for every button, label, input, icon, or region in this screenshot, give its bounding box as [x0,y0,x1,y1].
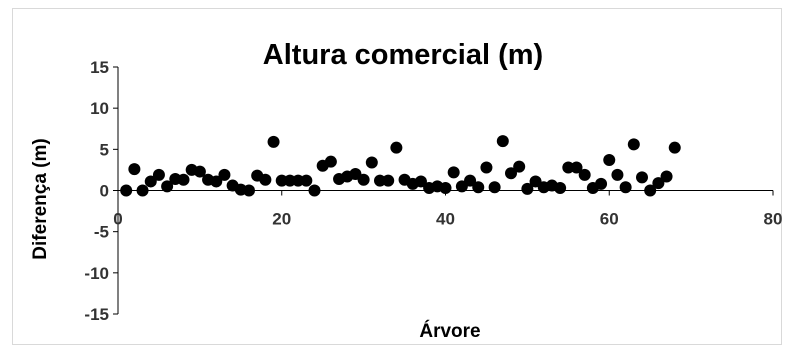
data-point [668,141,681,154]
data-point [636,171,648,184]
data-point [464,174,477,187]
data-point [570,161,583,174]
data-point [382,174,395,187]
y-tick-label: 10 [90,99,109,118]
data-point [644,184,657,197]
data-point [627,138,640,151]
data-point [161,180,174,193]
data-point [120,184,133,197]
data-point [144,175,157,188]
data-point [447,166,460,179]
data-point [218,168,231,181]
y-axis-title: Diferença (m) [30,138,51,259]
data-point [513,160,526,173]
data-point [390,141,403,154]
chart-title: Altura comercial (m) [263,39,543,71]
x-tick-label: 80 [764,210,783,229]
data-point [136,184,149,197]
chart-frame: Altura comercial (m) Diferença (m) Árvor… [12,8,782,345]
x-axis-title: Árvore [419,320,480,342]
data-point [611,168,624,181]
y-tick-label: -15 [84,305,109,324]
y-tick-label: -10 [84,264,109,283]
data-point [619,181,632,194]
data-point [652,177,665,190]
y-tick-label: 15 [90,58,109,77]
data-point [193,165,206,178]
data-point [210,175,223,188]
y-tick-label: 0 [100,182,109,201]
y-tick-label: 5 [100,140,109,159]
data-point [300,174,313,187]
y-tick-label: -5 [94,223,109,242]
data-point [472,181,485,194]
data-point [243,184,255,197]
x-tick-label: 0 [113,210,122,229]
data-point [128,163,141,176]
data-point [357,173,370,186]
data-point [152,168,165,181]
data-point [480,161,493,174]
data-point [267,135,280,148]
data-point [505,167,517,180]
data-points [120,135,681,197]
data-point [603,154,616,167]
data-point [488,181,501,194]
x-tick-label: 60 [600,210,619,229]
data-point [595,177,608,190]
data-point [365,156,378,169]
data-point [259,173,272,186]
data-point [554,182,567,195]
x-tick-label: 40 [436,210,455,229]
data-point [308,184,321,197]
data-point [496,135,509,148]
data-point [439,182,452,195]
data-point [660,170,673,183]
scatter-chart: Altura comercial (m) Diferença (m) Árvor… [30,39,782,342]
data-point [177,173,190,186]
data-point [414,175,427,188]
data-point [324,155,337,168]
data-point [578,168,591,181]
x-tick-label: 20 [272,210,291,229]
data-point [521,182,534,195]
